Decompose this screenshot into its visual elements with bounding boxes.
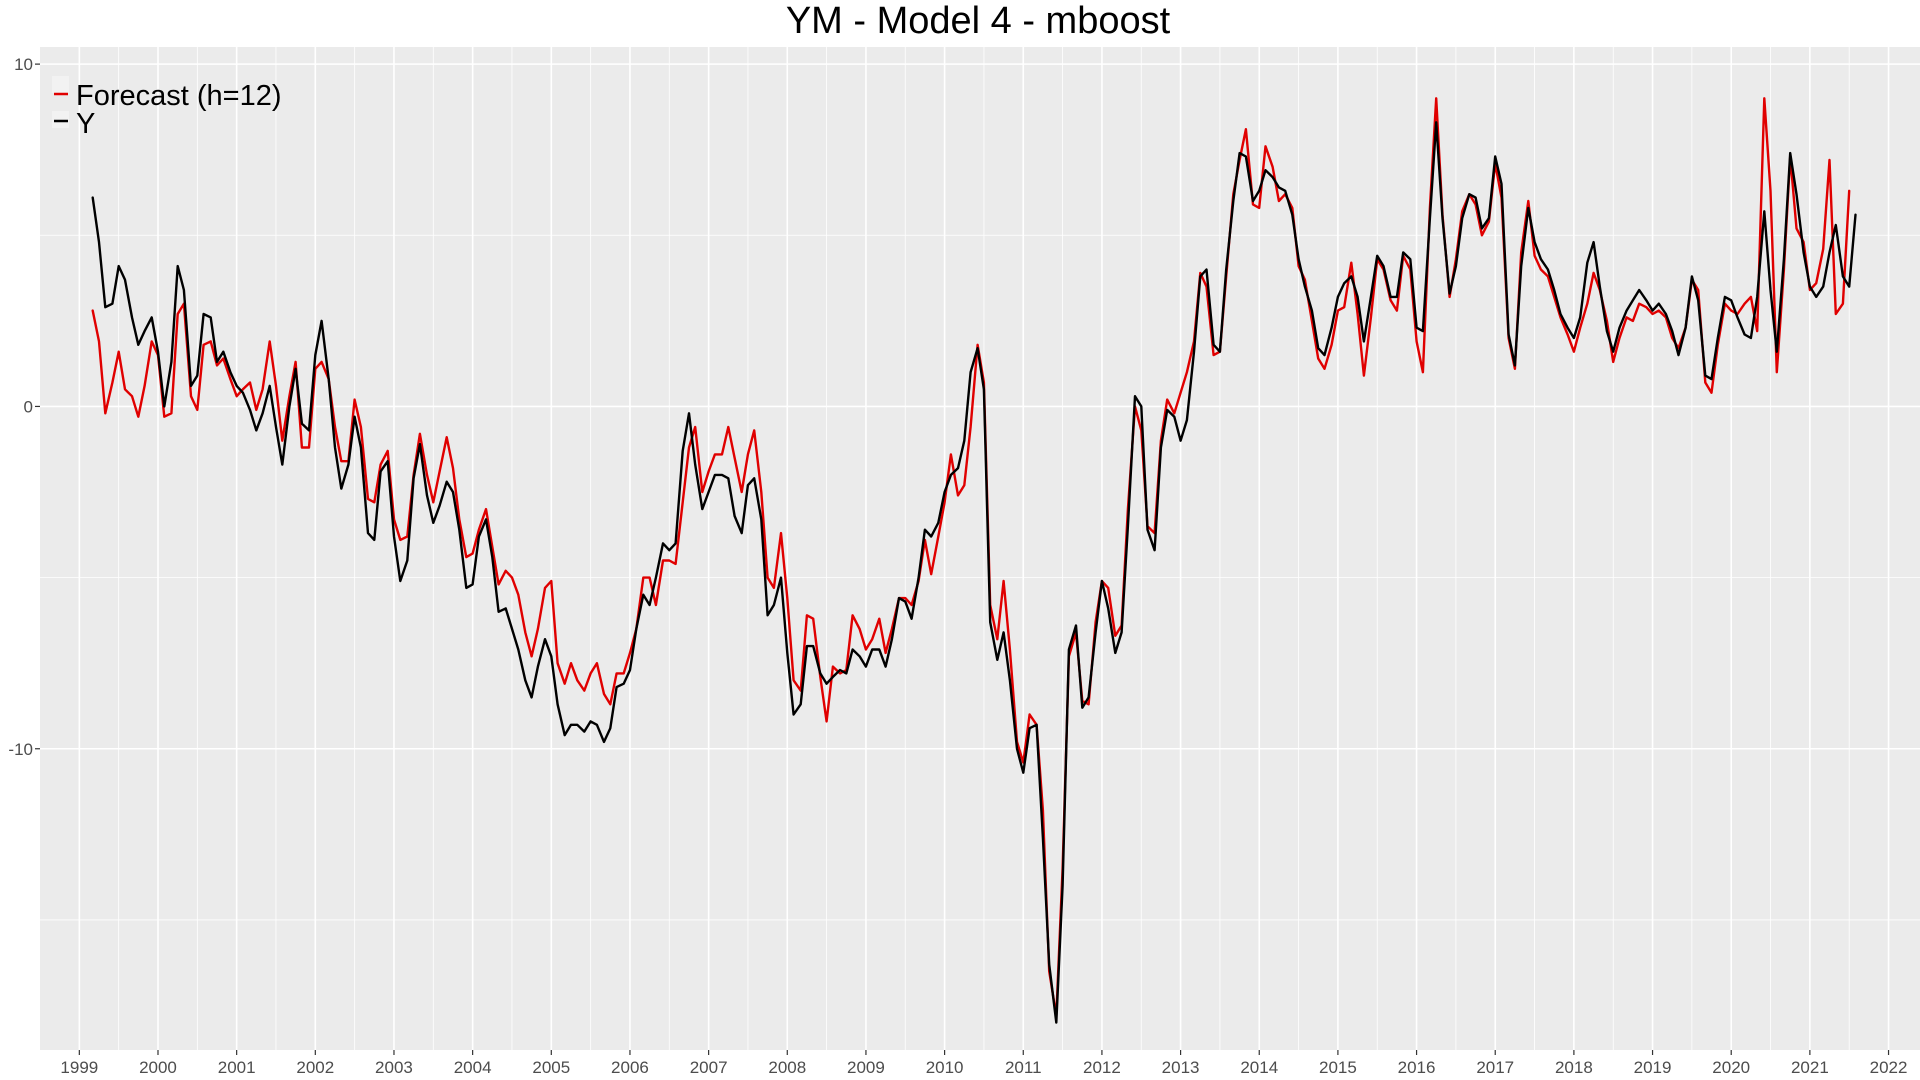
chart-title: YM - Model 4 - mboost — [786, 0, 1171, 42]
x-tick-label: 2011 — [1005, 1058, 1042, 1077]
x-tick-label: 2004 — [454, 1058, 492, 1077]
x-tick-label: 2019 — [1634, 1058, 1672, 1077]
legend-label-forecast: Forecast (h=12) — [76, 80, 282, 112]
legend-label-y: Y — [76, 108, 95, 140]
plot-panel — [40, 47, 1920, 1050]
series-line-y — [91, 121, 1857, 1024]
x-tick-label: 2015 — [1319, 1058, 1357, 1077]
x-tick-label: 2022 — [1870, 1058, 1908, 1077]
x-tick-label: 2000 — [139, 1058, 177, 1077]
legend-key-forecast — [52, 76, 69, 93]
series-line-forecast-h-12 — [91, 97, 1851, 1017]
x-tick-label: 2007 — [690, 1058, 728, 1077]
y-tick-label: -10 — [8, 740, 33, 759]
legend-key-y — [52, 111, 69, 128]
x-tick-label: 2016 — [1398, 1058, 1436, 1077]
x-tick-label: 2002 — [296, 1058, 334, 1077]
x-tick-label: 2008 — [768, 1058, 806, 1077]
grid — [40, 47, 1920, 1050]
series-layer — [91, 97, 1857, 1024]
x-tick-label: 2010 — [926, 1058, 964, 1077]
x-tick-label: 2009 — [847, 1058, 885, 1077]
x-tick-label: 2018 — [1555, 1058, 1593, 1077]
y-tick-label: 10 — [14, 55, 33, 74]
x-tick-label: 2006 — [611, 1058, 649, 1077]
axes: 10 0 -10 1999 2000 2001 2002 2003 2004 2005 2006 20… — [8, 55, 1907, 1077]
y-tick-label: 0 — [24, 397, 33, 416]
x-tick-label: 2021 — [1791, 1058, 1829, 1077]
x-tick-label: 2012 — [1083, 1058, 1121, 1077]
x-tick-label: 2017 — [1476, 1058, 1514, 1077]
x-tick-label: 2013 — [1162, 1058, 1200, 1077]
legend: Forecast (h=12) Y — [52, 76, 282, 140]
x-tick-label: 2005 — [532, 1058, 570, 1077]
x-tick-label: 2014 — [1240, 1058, 1278, 1077]
x-tick-label: 2003 — [375, 1058, 413, 1077]
x-tick-label: 1999 — [60, 1058, 98, 1077]
x-tick-label: 2020 — [1712, 1058, 1750, 1077]
x-tick-label: 2001 — [218, 1058, 256, 1077]
